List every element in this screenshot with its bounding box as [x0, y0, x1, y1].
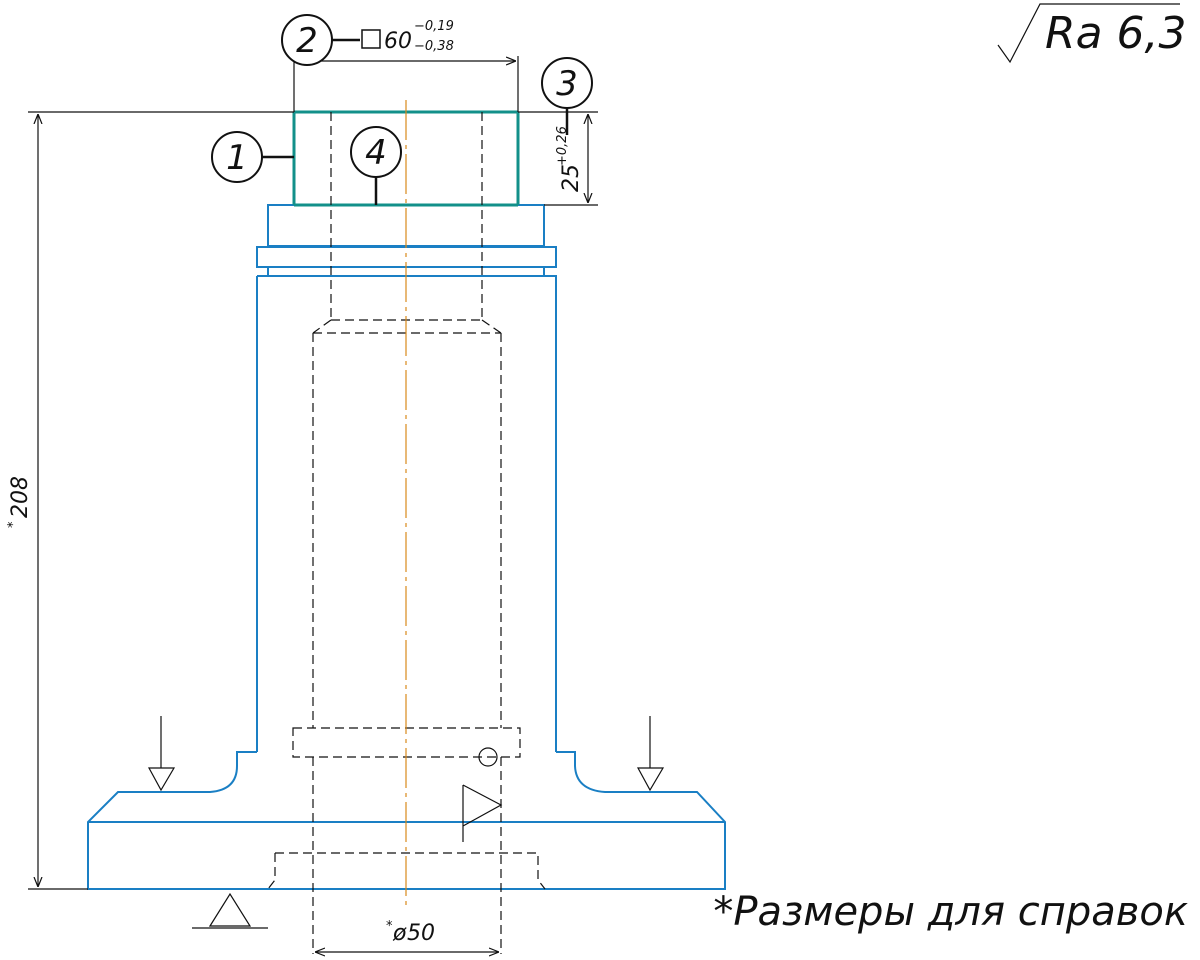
- callout-label: 1: [226, 138, 248, 178]
- callout-label: 3: [556, 64, 578, 104]
- roughness-value: Ra 6,3: [1045, 8, 1187, 59]
- clamp-arrow-right-icon: [636, 716, 665, 792]
- reference-dimensions-note: *Размеры для справок: [713, 889, 1188, 935]
- depth-upper-tolerance: +0,26: [555, 126, 570, 166]
- dimension-lines: [28, 3, 1180, 952]
- diameter-value: 50: [407, 921, 435, 946]
- diameter-symbol: ø: [392, 921, 407, 946]
- square-nominal: 60: [384, 29, 412, 54]
- depth-nominal: 25: [559, 164, 584, 192]
- callout-1: 1: [211, 131, 263, 183]
- hidden-lines: [267, 112, 546, 954]
- height-dimension-text: * 208: [6, 476, 33, 528]
- locating-chevron-icon: [462, 784, 503, 842]
- square-lower-tolerance: −0,38: [414, 39, 454, 54]
- callout-label: 2: [296, 21, 318, 61]
- diameter-star: *: [386, 919, 393, 934]
- callout-2: 2: [281, 14, 333, 66]
- callout-3: 3: [541, 57, 593, 109]
- base-symbols: [147, 716, 665, 929]
- callout-label: 4: [365, 133, 387, 173]
- groove-ring: [256, 246, 557, 268]
- square-dimension-text: 60 −0,19 −0,38: [361, 19, 454, 54]
- callout-4: 4: [350, 126, 402, 178]
- clamp-arrow-left-icon: [147, 716, 176, 792]
- square-symbol-icon: [361, 29, 381, 49]
- locating-circle-icon: [478, 747, 498, 767]
- base-support-icon: [192, 892, 268, 929]
- depth-dimension-text: 25 +0,26: [555, 126, 584, 192]
- groove-neck: [267, 267, 545, 276]
- main-body: [256, 275, 557, 752]
- height-value: 208: [8, 476, 33, 518]
- height-star: *: [6, 521, 21, 528]
- roughness-check-icon: [997, 3, 1180, 64]
- square-upper-tolerance: −0,19: [414, 19, 454, 34]
- diameter-dimension-text: * ø 50: [386, 919, 435, 946]
